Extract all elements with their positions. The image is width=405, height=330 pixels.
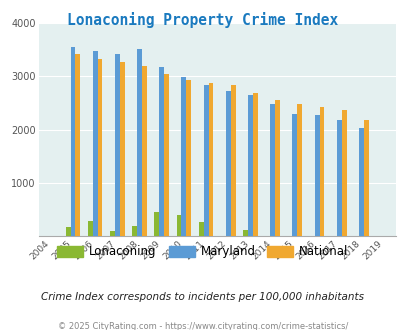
Bar [142, 66, 147, 236]
Bar [154, 212, 159, 236]
Bar [110, 231, 115, 236]
Bar [336, 120, 341, 236]
Bar [270, 104, 275, 236]
Bar [296, 104, 301, 236]
Bar [181, 77, 186, 236]
Bar [132, 226, 137, 236]
Bar [115, 54, 119, 236]
Bar [319, 107, 324, 236]
Bar [314, 115, 319, 236]
Text: © 2025 CityRating.com - https://www.cityrating.com/crime-statistics/: © 2025 CityRating.com - https://www.city… [58, 322, 347, 330]
Bar [203, 85, 208, 236]
Bar [208, 83, 213, 236]
Bar [230, 85, 235, 236]
Bar [97, 59, 102, 236]
Bar [363, 120, 368, 236]
Bar [243, 230, 247, 236]
Bar [75, 54, 80, 236]
Text: Lonaconing Property Crime Index: Lonaconing Property Crime Index [67, 12, 338, 27]
Bar [92, 51, 97, 236]
Bar [164, 74, 168, 236]
Bar [176, 215, 181, 236]
Text: Crime Index corresponds to incidents per 100,000 inhabitants: Crime Index corresponds to incidents per… [41, 292, 364, 302]
Bar [119, 62, 124, 236]
Bar [198, 222, 203, 236]
Bar [186, 80, 191, 236]
Bar [70, 47, 75, 236]
Bar [252, 93, 257, 236]
Bar [275, 100, 279, 236]
Legend: Lonaconing, Maryland, National: Lonaconing, Maryland, National [53, 241, 352, 263]
Bar [66, 227, 70, 236]
Bar [247, 95, 252, 236]
Bar [292, 114, 296, 236]
Bar [137, 49, 142, 236]
Bar [358, 128, 363, 236]
Bar [225, 91, 230, 236]
Bar [341, 110, 346, 236]
Bar [87, 220, 92, 236]
Bar [159, 67, 164, 236]
